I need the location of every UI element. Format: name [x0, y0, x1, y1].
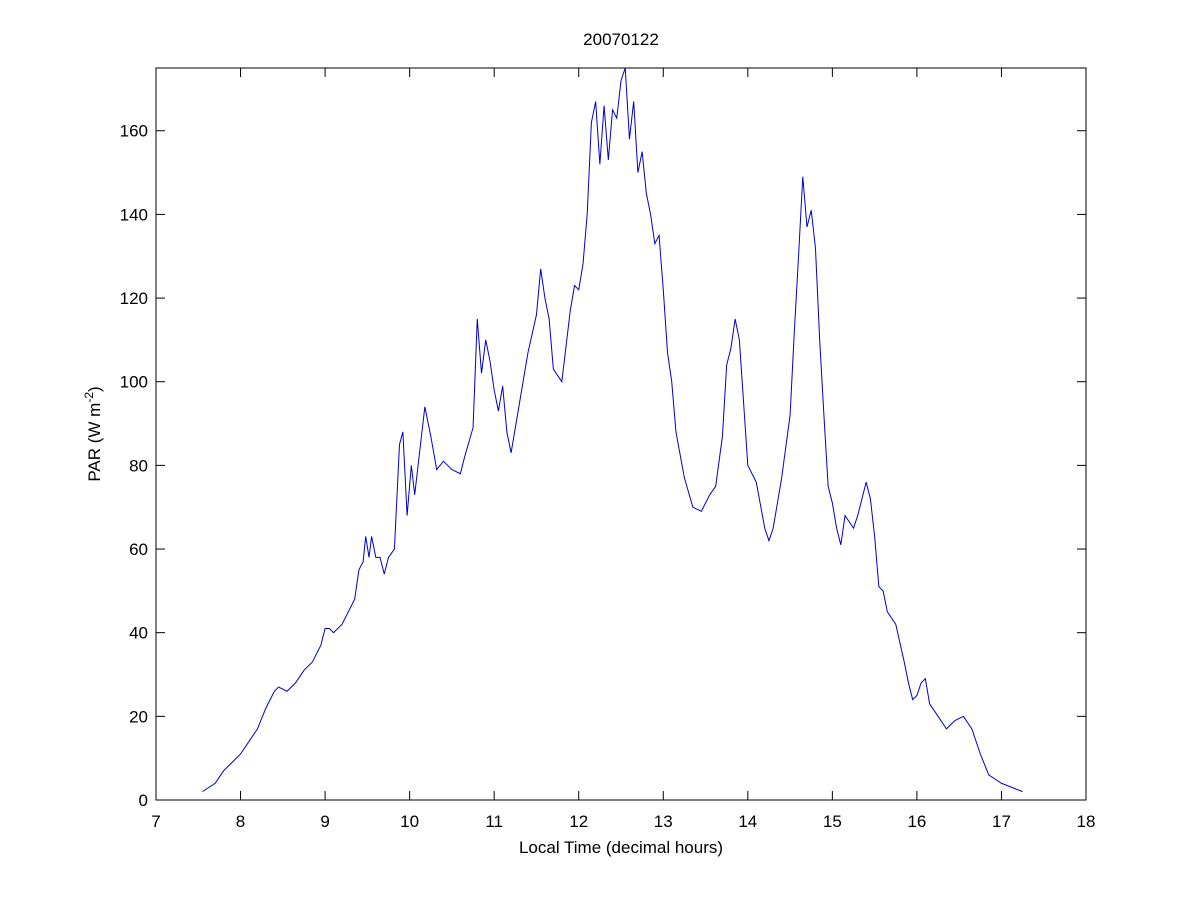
y-axis-label: PAR (W m-2) — [82, 386, 104, 481]
y-tick-label: 100 — [120, 373, 148, 392]
y-tick-label: 80 — [129, 456, 148, 475]
x-tick-label: 10 — [400, 812, 419, 831]
x-tick-label: 11 — [485, 812, 503, 831]
x-tick-label: 13 — [654, 812, 673, 831]
x-tick-label: 14 — [738, 812, 757, 831]
x-tick-label: 12 — [569, 812, 588, 831]
x-tick-label: 7 — [151, 812, 160, 831]
axes-box — [155, 67, 1087, 801]
chart-title: 20070122 — [583, 30, 659, 49]
y-tick-label: 120 — [120, 289, 148, 308]
x-tick-label: 18 — [1077, 812, 1096, 831]
y-tick-label: 60 — [129, 540, 148, 559]
y-tick-label: 20 — [129, 707, 148, 726]
y-tick-label: 160 — [120, 122, 148, 141]
x-tick-label: 15 — [823, 812, 842, 831]
y-tick-label: 40 — [129, 624, 148, 643]
y-axis-label-text: PAR (W m — [85, 403, 104, 482]
x-axis-label: Local Time (decimal hours) — [519, 838, 723, 857]
x-tick-label: 8 — [236, 812, 245, 831]
x-tick-label: 17 — [992, 812, 1011, 831]
x-tick-label: 9 — [320, 812, 329, 831]
y-axis-label-superscript: -2 — [82, 392, 96, 403]
data-line — [202, 67, 1023, 793]
y-tick-label: 0 — [139, 791, 148, 810]
y-axis-label-suffix: ) — [85, 386, 104, 392]
x-tick-label: 16 — [907, 812, 926, 831]
y-tick-label: 140 — [120, 205, 148, 224]
